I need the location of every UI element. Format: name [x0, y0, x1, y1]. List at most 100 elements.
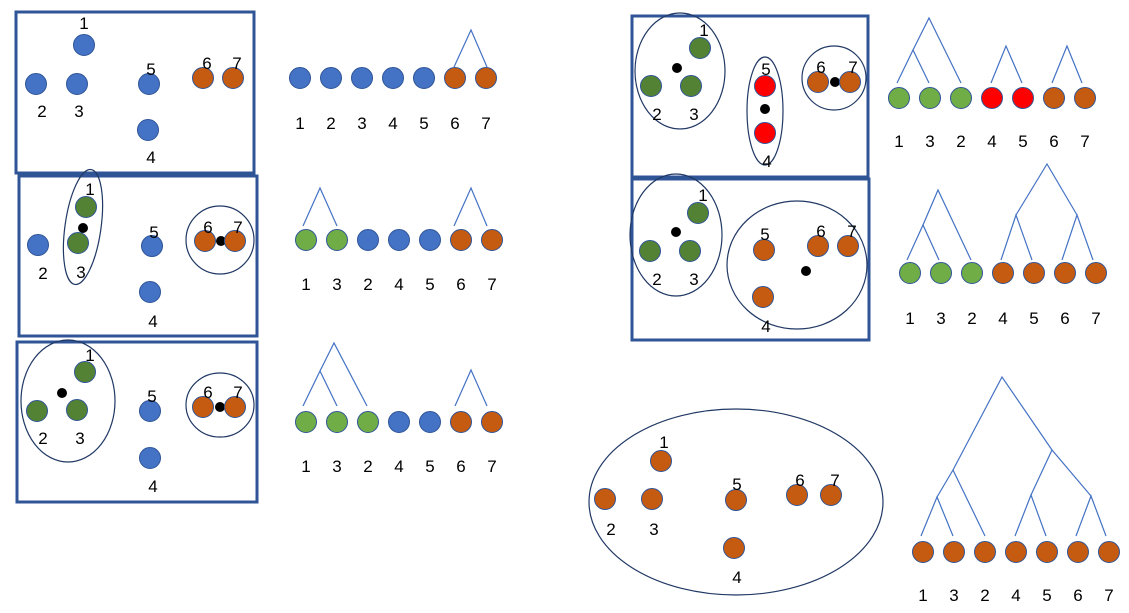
dendrogram-branch: [896, 48, 930, 84]
data-point-dot: [320, 67, 342, 89]
point-label: 5: [146, 60, 155, 79]
point-label: 4: [1011, 586, 1020, 605]
point-label: 3: [74, 102, 83, 121]
point-label: 1: [659, 433, 668, 452]
data-point-dot: [27, 234, 49, 256]
point-label: 1: [698, 186, 707, 205]
data-point-dot: [689, 37, 711, 59]
dendrogram-branch: [454, 368, 488, 407]
data-point-dot: [66, 399, 88, 421]
cluster-ellipse: [634, 12, 726, 130]
data-point-dot: [1036, 541, 1058, 563]
point-label: 4: [394, 457, 403, 476]
point-label: 4: [394, 275, 403, 294]
point-label: 1: [301, 275, 310, 294]
point-label: 3: [925, 132, 934, 151]
point-label: 4: [998, 309, 1007, 328]
data-point-dot: [1098, 541, 1120, 563]
panel-frame: [15, 340, 259, 504]
point-label: 4: [987, 132, 996, 151]
point-label: 2: [363, 275, 372, 294]
point-label: 2: [37, 102, 46, 121]
dendrogram-branch: [920, 495, 954, 537]
point-label: 7: [233, 383, 242, 402]
data-point-dot: [974, 541, 996, 563]
point-label: 7: [233, 218, 242, 237]
data-point-dot: [326, 411, 348, 433]
data-point-dot: [475, 67, 497, 89]
dendrogram-branch: [952, 375, 1053, 471]
data-point-dot: [820, 484, 842, 506]
dendrogram-branch: [453, 28, 488, 68]
data-point-dot: [807, 235, 829, 257]
point-label: 1: [295, 114, 304, 133]
point-label: 5: [732, 475, 741, 494]
data-point-dot: [450, 229, 472, 251]
point-label: 7: [487, 275, 496, 294]
data-point-dot: [919, 87, 941, 109]
data-point-dot: [888, 87, 910, 109]
data-point-dot: [1043, 87, 1065, 109]
dendrogram-branch: [1000, 213, 1033, 261]
dendrogram-branch: [1030, 448, 1092, 497]
data-point-dot: [67, 232, 89, 254]
point-labels: 1 2 3 5 4 6 7 1 2 3 4 5 6 7 1 2 3 5 4 6 7 1 3 2 4 5 6 7 1 2 3 5 4 6 7 1 3 2 4 5…: [37, 14, 1113, 605]
point-label: 4: [148, 312, 157, 331]
dendrogram-branch: [906, 223, 940, 261]
dendrogram-branch: [302, 369, 338, 407]
panel-frame: [630, 177, 871, 342]
data-point-dot: [357, 411, 379, 433]
data-point-dot: [943, 541, 965, 563]
cluster-ellipse: [801, 45, 867, 111]
panel-frames: [14, 10, 871, 504]
dendrogram-branch: [990, 44, 1023, 84]
point-label: 6: [203, 383, 212, 402]
point-label: 6: [450, 114, 459, 133]
data-point-dot: [754, 75, 776, 97]
dendrogram-branch: [1014, 493, 1047, 537]
data-point-dot: [25, 73, 47, 95]
point-label: 5: [760, 225, 769, 244]
data-point-dot: [912, 541, 934, 563]
data-point-dot: [725, 489, 747, 511]
data-point-dot: [481, 411, 503, 433]
data-point-dot: [680, 75, 702, 97]
cluster-ellipse: [185, 205, 255, 275]
data-point-dot: [388, 229, 410, 251]
cluster-ellipse: [746, 56, 784, 166]
point-label: 1: [918, 586, 927, 605]
point-label: 4: [148, 477, 157, 496]
data-point-dot: [837, 235, 859, 257]
data-point-dot: [382, 67, 404, 89]
point-label: 2: [606, 520, 615, 539]
panel-frame: [630, 14, 870, 179]
point-label: 2: [967, 309, 976, 328]
data-point-dot: [413, 67, 435, 89]
point-label: 7: [848, 58, 857, 77]
dendrogram-branch: [453, 186, 488, 227]
point-label: 1: [699, 21, 708, 40]
point-label: 2: [956, 132, 965, 151]
data-point-dot: [679, 240, 701, 262]
point-label: 5: [761, 60, 770, 79]
data-point-dot: [137, 119, 159, 141]
data-point-dot: [754, 122, 776, 144]
data-point-dot: [351, 67, 373, 89]
centroid-dot: [57, 388, 67, 398]
point-label: 3: [689, 270, 698, 289]
data-point-dot: [1023, 262, 1045, 284]
centroid-dot: [672, 63, 682, 73]
data-point-dot: [1054, 262, 1076, 284]
point-label: 2: [980, 586, 989, 605]
data-point-dot: [222, 67, 244, 89]
point-label: 7: [830, 471, 839, 490]
dendrogram-branch: [1061, 213, 1094, 261]
point-label: 7: [1104, 586, 1113, 605]
data-point-dot: [961, 262, 983, 284]
data-point-dot: [192, 67, 214, 89]
data-point-dot: [594, 488, 616, 510]
data-point-dot: [687, 202, 709, 224]
data-point-dot: [139, 281, 161, 303]
point-label: 6: [1060, 309, 1069, 328]
point-label: 1: [301, 457, 310, 476]
